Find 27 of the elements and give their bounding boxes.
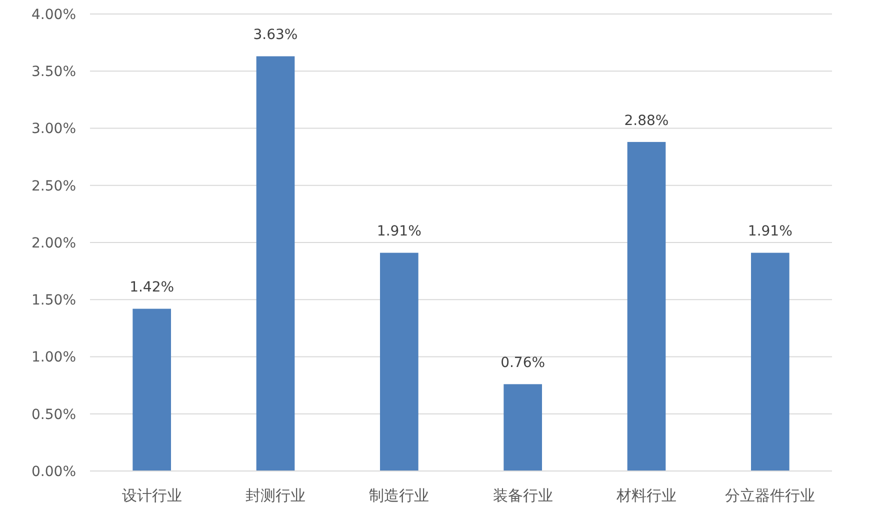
bar — [751, 252, 790, 471]
x-tick-label: 装备行业 — [492, 486, 553, 504]
y-tick-label: 2.50% — [32, 178, 76, 194]
data-label: 1.91% — [376, 224, 422, 240]
bar — [380, 252, 418, 471]
y-tick-label: 3.50% — [32, 64, 76, 80]
y-tick-label: 0.50% — [32, 406, 76, 423]
bar — [132, 308, 171, 471]
y-tick-label: 1.50% — [32, 292, 76, 309]
y-tick-label: 2.00% — [32, 235, 76, 252]
data-label: 3.63% — [253, 27, 298, 44]
bar — [627, 142, 666, 471]
data-label: 2.88% — [624, 112, 669, 129]
x-tick-label: 分立器件行业 — [725, 486, 816, 504]
bar — [256, 56, 295, 471]
data-label: 0.76% — [500, 355, 546, 372]
data-label: 1.42% — [130, 280, 174, 296]
x-tick-label: 材料行业 — [616, 486, 676, 504]
x-tick-label: 制造行业 — [369, 486, 430, 504]
y-tick-label: 0.00% — [32, 464, 76, 480]
y-tick-label: 3.00% — [32, 121, 76, 138]
x-tick-label: 设计行业 — [122, 486, 182, 504]
data-label: 1.91% — [748, 224, 792, 240]
bar — [504, 384, 542, 471]
y-tick-label: 4.00% — [32, 6, 76, 23]
y-tick-label: 1.00% — [32, 350, 76, 366]
x-tick-label: 封测行业 — [246, 486, 306, 504]
